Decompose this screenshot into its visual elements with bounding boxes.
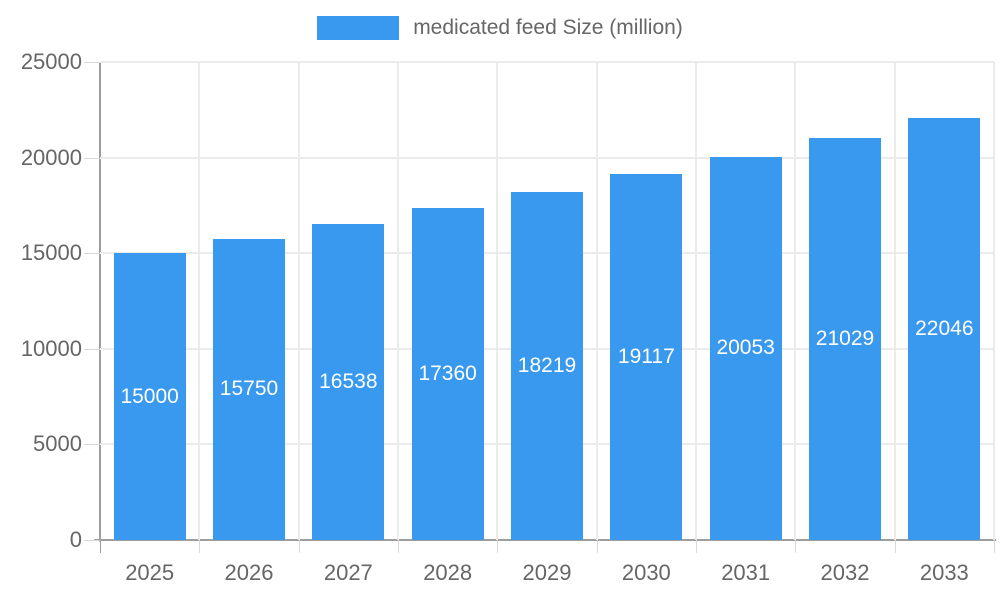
gridline-vertical — [198, 62, 201, 540]
y-axis-tick — [84, 540, 100, 541]
x-axis-tick — [795, 540, 797, 553]
bar-value-label: 16538 — [319, 369, 378, 393]
legend[interactable]: medicated feed Size (million) — [0, 16, 1000, 40]
y-axis-tick — [84, 444, 100, 446]
gridline-vertical — [993, 62, 995, 540]
y-tick-label: 0 — [69, 527, 82, 552]
x-axis-tick — [398, 540, 399, 553]
y-axis-line — [99, 62, 101, 542]
bar-value-label: 15750 — [219, 377, 279, 401]
bar[interactable]: 15000 — [113, 253, 186, 540]
bar[interactable]: 18219 — [511, 191, 583, 540]
y-axis-tick — [84, 348, 100, 350]
y-axis-tick — [84, 157, 100, 159]
x-axis-tick — [497, 540, 499, 553]
y-axis-tick — [84, 62, 100, 63]
bar-value-label: 18219 — [517, 353, 577, 377]
y-tick-label: 15000 — [20, 240, 82, 266]
y-tick-label: 5000 — [33, 431, 82, 457]
x-axis-tick — [894, 540, 896, 553]
x-axis-tick — [994, 540, 995, 553]
x-tick-label: 2027 — [323, 560, 373, 585]
bar[interactable]: 15750 — [213, 238, 285, 540]
bar[interactable]: 17360 — [411, 208, 484, 540]
bar[interactable]: 19117 — [610, 174, 683, 540]
gridline-vertical — [397, 62, 399, 540]
bar-value-label: 22046 — [915, 317, 974, 341]
bar[interactable]: 20053 — [709, 156, 782, 540]
x-tick-label: 2032 — [820, 560, 870, 585]
x-tick-label: 2033 — [919, 560, 969, 585]
gridline-vertical — [496, 62, 499, 540]
x-tick-label: 2025 — [125, 560, 175, 585]
x-axis-tick — [199, 540, 201, 553]
x-axis-tick — [596, 540, 598, 553]
gridline-horizontal — [100, 156, 994, 159]
bar-value-label: 20053 — [716, 336, 775, 360]
bar-value-label: 15000 — [120, 384, 179, 408]
x-axis-tick — [100, 540, 101, 553]
x-tick-label: 2031 — [721, 560, 771, 585]
bar-value-label: 17360 — [418, 362, 477, 386]
bar[interactable]: 21029 — [809, 137, 881, 540]
bar-value-label: 21029 — [815, 326, 875, 350]
x-tick-label: 2028 — [423, 560, 473, 585]
bar-value-label: 19117 — [617, 345, 675, 369]
x-tick-label: 2026 — [224, 560, 274, 585]
x-axis-tick — [298, 540, 300, 553]
gridline-vertical — [695, 62, 697, 540]
x-axis-tick — [696, 540, 697, 553]
x-tick-label: 2030 — [621, 560, 671, 585]
y-axis-tick — [84, 253, 100, 255]
gridline-vertical — [794, 62, 797, 540]
legend-swatch — [317, 16, 400, 40]
y-tick-label: 10000 — [20, 335, 82, 361]
gridline-vertical — [893, 62, 896, 540]
gridline-vertical — [297, 62, 300, 540]
x-axis-line — [94, 539, 996, 541]
legend-label: medicated feed Size (million) — [413, 16, 683, 39]
y-tick-label: 20000 — [20, 144, 82, 170]
bar[interactable]: 16538 — [312, 223, 385, 540]
bar[interactable]: 22046 — [908, 118, 981, 540]
x-tick-label: 2029 — [522, 560, 572, 585]
gridline-vertical — [595, 62, 598, 540]
y-tick-label: 25000 — [20, 49, 82, 74]
gridline-horizontal — [100, 61, 994, 63]
plot-area: 15000 15750 16538 17360 18219 19117 20053 21029… — [100, 61, 995, 540]
